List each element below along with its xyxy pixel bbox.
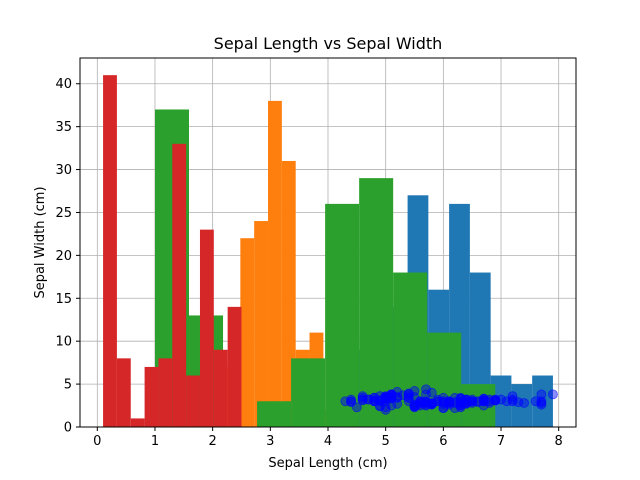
scatter-point (351, 402, 362, 413)
x-tick-label: 2 (209, 434, 217, 449)
x-tick-label: 1 (151, 434, 159, 449)
scatter-point (375, 400, 385, 411)
scatter-point (357, 394, 368, 405)
scatter-point (421, 400, 431, 411)
scatter-point (438, 403, 449, 414)
histogram-bar (359, 178, 394, 427)
y-tick-label: 30 (55, 163, 72, 178)
histogram-bar (254, 221, 269, 427)
histogram-bar (268, 100, 282, 427)
histogram-bar (325, 203, 360, 427)
scatter-point (426, 398, 437, 409)
scatter-point (449, 392, 460, 403)
scatter-point (421, 384, 431, 395)
scatter-point (444, 399, 455, 410)
x-tick-label: 7 (497, 434, 505, 449)
histogram-bar (532, 375, 553, 427)
scatter-point (415, 398, 426, 408)
histogram-bar (240, 238, 255, 427)
y-axis-ticks: 0 5 10 15 20 25 30 35 40 (55, 77, 80, 436)
scatter-point (386, 400, 397, 411)
histogram-bar (227, 306, 242, 427)
y-tick-label: 25 (55, 206, 72, 221)
y-tick-label: 15 (55, 292, 72, 307)
scatter-point (432, 396, 443, 407)
scatter-point (444, 396, 455, 407)
scatter-point (536, 389, 547, 400)
scatter-point (346, 394, 356, 405)
scatter-point (392, 386, 403, 397)
histogram-bar (257, 401, 292, 427)
x-tick-label: 4 (324, 434, 332, 449)
histogram-bar (116, 358, 131, 427)
histogram-bar (158, 358, 173, 427)
scatter-point (455, 392, 466, 403)
scatter-point (357, 391, 368, 402)
x-tick-label: 8 (555, 434, 563, 449)
scatter-point (398, 390, 408, 401)
scatter-point (467, 396, 478, 407)
scatter-points (340, 384, 558, 415)
y-tick-label: 20 (55, 249, 72, 264)
scatter-point (438, 396, 449, 407)
y-tick-label: 10 (55, 335, 72, 350)
y-tick-label: 5 (64, 378, 72, 393)
scatter-point (530, 396, 541, 407)
x-axis-ticks: 0 1 2 3 4 5 6 7 8 (93, 427, 563, 449)
scatter-point (478, 393, 489, 404)
chart-title: Sepal Length vs Sepal Width (214, 34, 443, 53)
scatter-point (519, 398, 529, 408)
histogram-bar (291, 358, 326, 427)
scatter-point (507, 391, 518, 402)
scatter-point (548, 389, 558, 400)
x-tick-label: 5 (382, 434, 390, 449)
y-tick-label: 35 (55, 120, 72, 135)
scatter-point (369, 392, 380, 403)
scatter-point (426, 387, 437, 398)
scatter-point (438, 392, 449, 403)
y-axis-label: Sepal Width (cm) (33, 186, 48, 298)
scatter-point (380, 402, 391, 413)
histogram-bar (144, 366, 159, 427)
y-tick-label: 0 (64, 421, 72, 436)
scatter-point (536, 396, 547, 407)
histogram-bar (427, 332, 462, 427)
histogram-bar (172, 143, 187, 427)
scatter-point (421, 389, 431, 400)
histogram-bars (103, 75, 553, 428)
histogram-bar (130, 418, 145, 427)
scatter-point (340, 396, 351, 407)
scatter-point (455, 400, 466, 411)
histogram-bar (186, 375, 200, 427)
histogram-bar (213, 349, 228, 427)
x-tick-label: 6 (439, 434, 447, 449)
x-tick-label: 0 (93, 434, 101, 449)
scatter-point (380, 393, 391, 404)
histogram-bar (490, 375, 512, 427)
y-tick-label: 40 (55, 77, 72, 92)
histogram-bar (103, 75, 117, 428)
scatter-point (392, 398, 403, 409)
scatter-point (507, 396, 518, 407)
x-axis-label: Sepal Length (cm) (268, 456, 387, 471)
x-tick-label: 3 (266, 434, 274, 449)
histogram-bar (199, 229, 214, 427)
scatter-point (478, 396, 489, 407)
